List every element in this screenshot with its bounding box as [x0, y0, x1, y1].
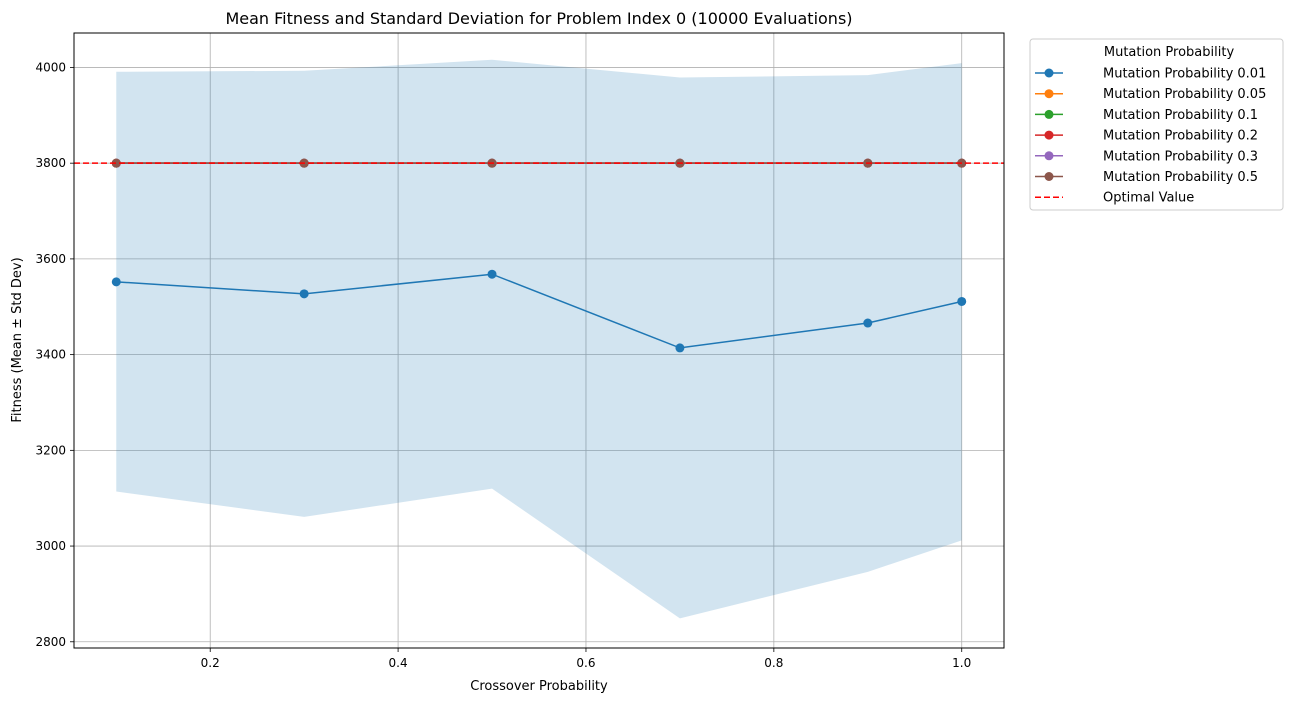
y-tick-label: 3800	[35, 156, 66, 170]
chart-title: Mean Fitness and Standard Deviation for …	[225, 9, 852, 28]
x-tick-label: 1.0	[952, 656, 971, 670]
legend-entry-label: Mutation Probability 0.05	[1103, 87, 1266, 102]
y-axis-label: Fitness (Mean ± Std Dev)	[10, 257, 25, 422]
y-tick-label: 3600	[35, 252, 66, 266]
x-tick-label: 0.4	[389, 656, 408, 670]
series-0-point	[111, 277, 121, 287]
legend-entry-label: Mutation Probability 0.5	[1103, 170, 1258, 185]
legend-marker-0	[1044, 68, 1054, 78]
y-tick-label: 2800	[35, 635, 66, 649]
legend-marker-5	[1044, 172, 1054, 181]
legend-marker-3	[1044, 130, 1054, 140]
legend-entry-label: Mutation Probability 0.3	[1103, 149, 1258, 164]
legend-title: Mutation Probability	[1104, 45, 1235, 60]
y-tick-label: 4000	[35, 60, 66, 74]
legend-entry-label: Optimal Value	[1103, 191, 1194, 206]
y-tick-label: 3400	[35, 348, 66, 362]
legend-marker-4	[1044, 151, 1054, 161]
x-tick-label: 0.6	[576, 656, 595, 670]
legend-entry-label: Mutation Probability 0.1	[1103, 108, 1258, 123]
series-5-point	[111, 158, 121, 168]
y-tick-label: 3000	[35, 539, 66, 553]
legend: Mutation Probability Mutation Probabilit…	[1029, 38, 1284, 211]
x-tick-label: 0.2	[201, 656, 220, 670]
series-0-point	[957, 296, 967, 306]
legend-entry-label: Mutation Probability 0.2	[1103, 129, 1258, 144]
legend-entry-label: Mutation Probability 0.01	[1103, 67, 1266, 82]
series-0-point	[299, 289, 309, 299]
legend-marker-1	[1044, 89, 1054, 99]
legend-marker-2	[1044, 109, 1054, 119]
x-axis-label: Crossover Probability	[470, 679, 608, 694]
series-0-point	[675, 343, 685, 353]
x-tick-label: 0.8	[764, 656, 783, 670]
series-0-point	[487, 269, 497, 279]
legend-frame	[1029, 38, 1284, 211]
y-tick-label: 3200	[35, 443, 66, 457]
series-0-point	[863, 318, 873, 328]
series-line-0	[116, 273, 962, 349]
std-dev-band	[116, 59, 962, 619]
plot-area: 0.2 0.4 0.6 0.8 1.0 2800 3000 3200 3400 3600 3800 4…	[35, 32, 1005, 670]
axes-frame	[73, 32, 1005, 649]
